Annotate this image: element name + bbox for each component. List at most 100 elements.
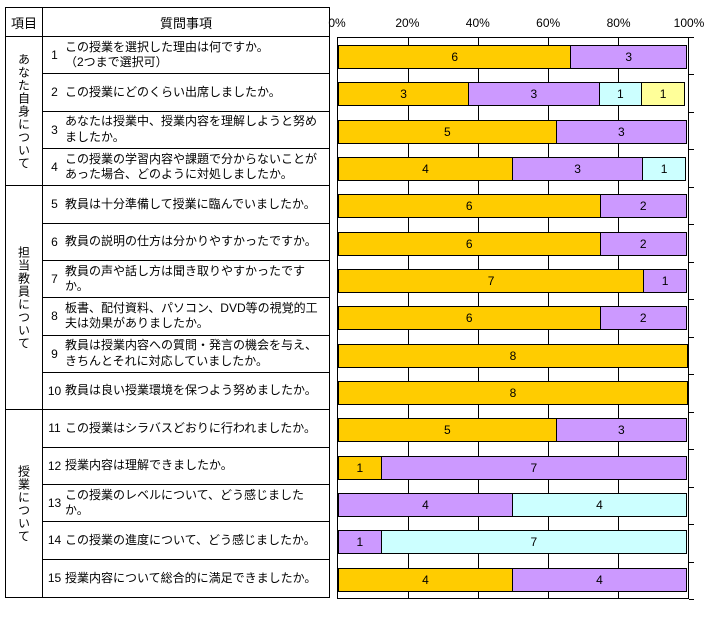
category-axis-tick	[689, 411, 694, 413]
question-row-1: 1 この授業を選択した理由は何ですか。 （2つまで選択可）	[43, 37, 329, 75]
bar-segment-choice-2: 1	[643, 269, 687, 293]
question-number: 3	[51, 122, 58, 137]
bar-segment-label: 3	[530, 87, 538, 102]
question-row-3: 3 あなたは授業中、授業内容を理解しようと努めましたか。	[43, 112, 329, 149]
question-row-5: 5 教員は十分準備して授業に臨んでいましたか。	[43, 186, 329, 224]
bar-segment-label: 2	[639, 236, 647, 251]
question-number: 13	[47, 496, 62, 511]
question-text: 教員は授業内容への質問・発言の機会を与え、きちんとそれに対応していましたか。	[65, 338, 318, 368]
bar: 8	[338, 343, 688, 368]
question-row-11: 11 この授業はシラバスどおりに行われましたか。	[43, 410, 329, 448]
bar-segment-choice-1: 6	[338, 231, 601, 256]
question-text: 板書、配付資料、パソコン、DVD等の視覚的工夫は効果がありましたか。	[65, 300, 318, 331]
bar-segment-label: 1	[661, 274, 669, 288]
gridline	[618, 38, 619, 598]
question-row-2: 2 この授業にどのくらい出席しましたか。	[43, 74, 329, 112]
bar-segment-choice-1: 8	[338, 343, 688, 368]
bar-segment-label: 4	[422, 572, 429, 587]
question-row-6: 6 教員の説明の仕方は分かりやすかったですか。	[43, 224, 329, 261]
bar-segment-label: 8	[509, 386, 517, 400]
x-axis-tick-label: 40%	[465, 16, 490, 30]
bar-segment-label: 5	[444, 124, 451, 139]
bar-segment-choice-2: 3	[555, 119, 687, 144]
category-axis-tick	[689, 336, 694, 338]
category-axis-tick	[689, 261, 694, 263]
category-axis-tick	[689, 486, 694, 488]
bar-segment-label: 6	[451, 50, 458, 64]
bar-row-q9: 8	[338, 337, 688, 374]
bar-row-q2: 3 3 1 1	[338, 75, 688, 112]
x-axis: 0% 20% 40% 60% 80% 100%	[328, 16, 704, 30]
question-text: この授業の学習内容や課題で分からないことがあった場合、どのように対処しましたか。	[65, 151, 318, 182]
question-number: 6	[51, 234, 58, 249]
bar-segment-choice-3: 1	[598, 82, 643, 107]
bar-segment-choice-2: 3	[468, 82, 600, 107]
bar-segment-choice-1: 6	[338, 194, 601, 219]
bar-segment-choice-1: 4	[338, 157, 513, 181]
question-table: 項目 質問事項 あなた自身について 担当教員について 授業について 1 この授業を…	[5, 7, 330, 598]
category-about-class: 授業について	[6, 410, 43, 597]
category-axis-tick	[689, 599, 694, 600]
bar-segment-choice-2: 2	[599, 194, 687, 219]
bar-segment-label: 6	[465, 311, 473, 326]
bar-segment-choice-1: 6	[338, 306, 601, 331]
category-axis-tick	[689, 449, 694, 451]
bar-segment-choice-3: 7	[380, 530, 687, 555]
category-axis-tick	[689, 299, 694, 301]
question-text: この授業のレベルについて、どう感じましたか。	[65, 487, 305, 518]
question-text: 教員は良い授業環境を保つよう努めましたか。	[65, 383, 317, 398]
question-text: 教員の声や話し方は聞き取りやすかったですか。	[65, 263, 306, 294]
question-text: 授業内容について総合的に満足できましたか。	[65, 570, 317, 585]
category-axis-tick	[689, 149, 694, 151]
bar-segment-label: 4	[422, 498, 429, 512]
bar-segment-label: 3	[618, 124, 625, 139]
category-about-yourself: あなた自身について	[6, 37, 43, 187]
question-number: 7	[51, 272, 58, 287]
bar-segment-choice-1: 7	[338, 269, 645, 293]
bar-segment-choice-2: 3	[555, 418, 687, 443]
question-text: 授業内容は理解できましたか。	[65, 458, 233, 473]
bar-segment-label: 3	[618, 423, 625, 438]
question-row-15: 15 授業内容について総合的に満足できましたか。	[43, 560, 329, 597]
bar-row-q4: 4 3 1	[338, 150, 688, 187]
question-text: 教員の説明の仕方は分かりやすかったですか。	[65, 234, 317, 249]
question-row-7: 7 教員の声や話し方は聞き取りやすかったですか。	[43, 261, 329, 299]
question-text: 教員は十分準備して授業に臨んでいましたか。	[65, 196, 316, 211]
x-axis-tick-label: 100%	[673, 16, 705, 30]
bar-segment-choice-2: 1	[338, 530, 382, 555]
question-row-9: 9 教員は授業内容への質問・発言の機会を与え、きちんとそれに対応していましたか。	[43, 336, 329, 373]
question-text: あなたは授業中、授業内容を理解しようと努めましたか。	[65, 114, 318, 144]
category-axis-tick	[689, 186, 694, 188]
bar-segment-label: 1	[659, 87, 667, 102]
bar-segment-label: 1	[660, 162, 668, 176]
gridline	[548, 38, 549, 598]
question-number: 14	[47, 533, 62, 548]
question-row-13: 13 この授業のレベルについて、どう感じましたか。	[43, 485, 329, 523]
category-axis-tick	[689, 524, 694, 526]
x-axis-tick-label: 80%	[606, 16, 631, 30]
bar-segment-choice-2: 4	[512, 567, 687, 592]
bar-segment-label: 8	[509, 348, 517, 363]
question-text: この授業の進度について、どう感じましたか。	[65, 532, 316, 547]
question-row-10: 10 教員は良い授業環境を保つよう努めましたか。	[43, 373, 329, 411]
bar-segment-choice-1: 5	[338, 418, 557, 443]
bar-segment-label: 5	[444, 423, 451, 438]
bar-segment-label: 6	[465, 199, 473, 214]
question-text: この授業はシラバスどおりに行われましたか。	[65, 420, 317, 435]
bar-segment-choice-1: 6	[338, 45, 572, 69]
bar-segment-label: 3	[625, 50, 632, 64]
category-axis-tick	[689, 111, 694, 113]
bar-segment-choice-2: 7	[380, 455, 687, 480]
bar-segment-choice-2: 2	[599, 306, 687, 331]
